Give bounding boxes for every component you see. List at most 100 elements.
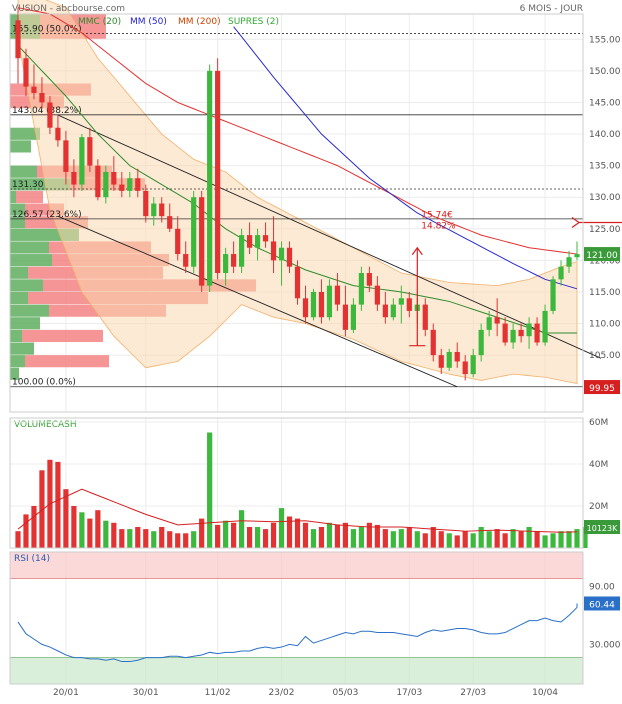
candle-body bbox=[215, 70, 221, 274]
candle-body bbox=[398, 298, 404, 305]
volume-bar bbox=[294, 518, 301, 548]
candle-body bbox=[23, 58, 29, 87]
candle-body bbox=[191, 197, 197, 267]
volume-profile-red-bar bbox=[16, 190, 43, 204]
volume-profile-green-bar bbox=[10, 190, 16, 204]
target-arrow-head bbox=[571, 216, 581, 228]
candle-body bbox=[175, 228, 181, 255]
candle-body bbox=[566, 257, 572, 267]
x-tick-label: 23/02 bbox=[269, 688, 295, 698]
volume-bar bbox=[574, 529, 580, 548]
volume-bar bbox=[159, 527, 165, 548]
volume-panel-frame bbox=[9, 417, 584, 549]
gain-amount-label: 15.74€ bbox=[421, 211, 453, 221]
candle-body bbox=[350, 304, 356, 330]
rsi-panel-frame bbox=[9, 551, 584, 685]
volume-profile-green-bar bbox=[10, 329, 22, 343]
candle-body bbox=[207, 70, 213, 286]
legend-entry: MM (50) bbox=[130, 17, 167, 27]
y-tick-label: 150.00 bbox=[589, 67, 621, 77]
level-pct-label: (0.0%) bbox=[46, 378, 76, 388]
candle-body bbox=[95, 165, 101, 198]
level-label: 126.57 bbox=[12, 210, 44, 220]
x-tick-label: 20/01 bbox=[53, 688, 79, 698]
candle-body bbox=[103, 171, 109, 198]
volume-bar bbox=[422, 533, 428, 548]
volume-bar bbox=[87, 518, 93, 548]
candle-body bbox=[374, 285, 380, 305]
volume-bar bbox=[486, 531, 492, 548]
volume-bar bbox=[454, 535, 460, 548]
period-label: 6 MOIS - JOUR bbox=[520, 4, 583, 14]
volume-profile-green-bar bbox=[10, 165, 37, 178]
y-tick-label: 120.00 bbox=[589, 256, 621, 266]
candle-body bbox=[286, 247, 293, 267]
volume-bar bbox=[510, 529, 516, 548]
candle-body bbox=[310, 291, 317, 318]
volume-bar bbox=[135, 527, 141, 548]
volume-bar bbox=[111, 522, 117, 548]
candle-body bbox=[199, 197, 205, 286]
volume-bar bbox=[310, 529, 317, 548]
bollinger-band bbox=[17, 0, 578, 385]
level-pct-label: (23.6%) bbox=[46, 210, 82, 220]
candle-body bbox=[534, 323, 540, 343]
volume-bar bbox=[39, 470, 45, 548]
volume-bar bbox=[430, 527, 436, 548]
volume-last-label: 10123K bbox=[587, 524, 618, 533]
volume-bar bbox=[127, 529, 133, 548]
volume-bar bbox=[550, 533, 556, 548]
volume-bar bbox=[350, 529, 356, 548]
volume-bar bbox=[183, 533, 189, 548]
candle-body bbox=[223, 254, 229, 274]
candle-body bbox=[526, 323, 532, 337]
level-label: 143.04 bbox=[12, 106, 44, 116]
candle-body bbox=[79, 137, 85, 185]
volume-bar bbox=[231, 522, 237, 548]
volume-profile-green-bar bbox=[10, 127, 40, 140]
volume-bar bbox=[215, 524, 221, 548]
candle-body bbox=[406, 298, 412, 311]
candle-body bbox=[366, 273, 372, 286]
candle-body bbox=[390, 304, 396, 318]
candle-body bbox=[183, 254, 189, 267]
candle-body bbox=[478, 329, 484, 356]
volume-tick-label: 20M bbox=[589, 502, 608, 512]
volume-bar bbox=[382, 529, 388, 548]
level-label: 100.00 bbox=[12, 378, 44, 388]
low-price-tag bbox=[584, 380, 620, 395]
volume-bar bbox=[23, 514, 29, 548]
volume-title: VOLUMECASH bbox=[14, 420, 77, 430]
volume-bar bbox=[398, 529, 404, 548]
volume-bar bbox=[582, 527, 588, 548]
candle-body bbox=[278, 247, 285, 261]
candle-body bbox=[326, 285, 333, 318]
candle-body bbox=[63, 140, 69, 172]
volume-bar bbox=[71, 506, 77, 548]
volume-bar bbox=[79, 512, 85, 548]
candle-body bbox=[254, 235, 261, 248]
volume-bar bbox=[15, 531, 21, 548]
volume-bar bbox=[414, 531, 420, 548]
candle-body bbox=[494, 317, 500, 324]
level-pct-label: (50.0%) bbox=[46, 25, 82, 35]
volume-profile-green-bar bbox=[10, 367, 19, 380]
volume-bar bbox=[167, 531, 173, 548]
candle-body bbox=[430, 329, 436, 356]
volume-bar bbox=[95, 510, 101, 548]
candle-body bbox=[486, 317, 492, 330]
legend-entry: SUPRES (2) bbox=[228, 17, 279, 27]
volume-bar bbox=[199, 518, 205, 548]
candle-body bbox=[454, 351, 460, 362]
candle-body bbox=[470, 355, 476, 375]
volume-profile-green-bar bbox=[10, 203, 25, 216]
volume-bar bbox=[31, 506, 37, 548]
candle-body bbox=[246, 235, 253, 248]
volume-bar bbox=[342, 522, 349, 548]
level-pct-label: (38.2%) bbox=[46, 106, 82, 116]
volume-bar bbox=[366, 522, 372, 548]
volume-profile-green-bar bbox=[10, 254, 52, 267]
candle-body bbox=[294, 266, 301, 299]
gain-pct-label: 14.82% bbox=[421, 222, 456, 232]
volume-bar bbox=[534, 531, 540, 548]
